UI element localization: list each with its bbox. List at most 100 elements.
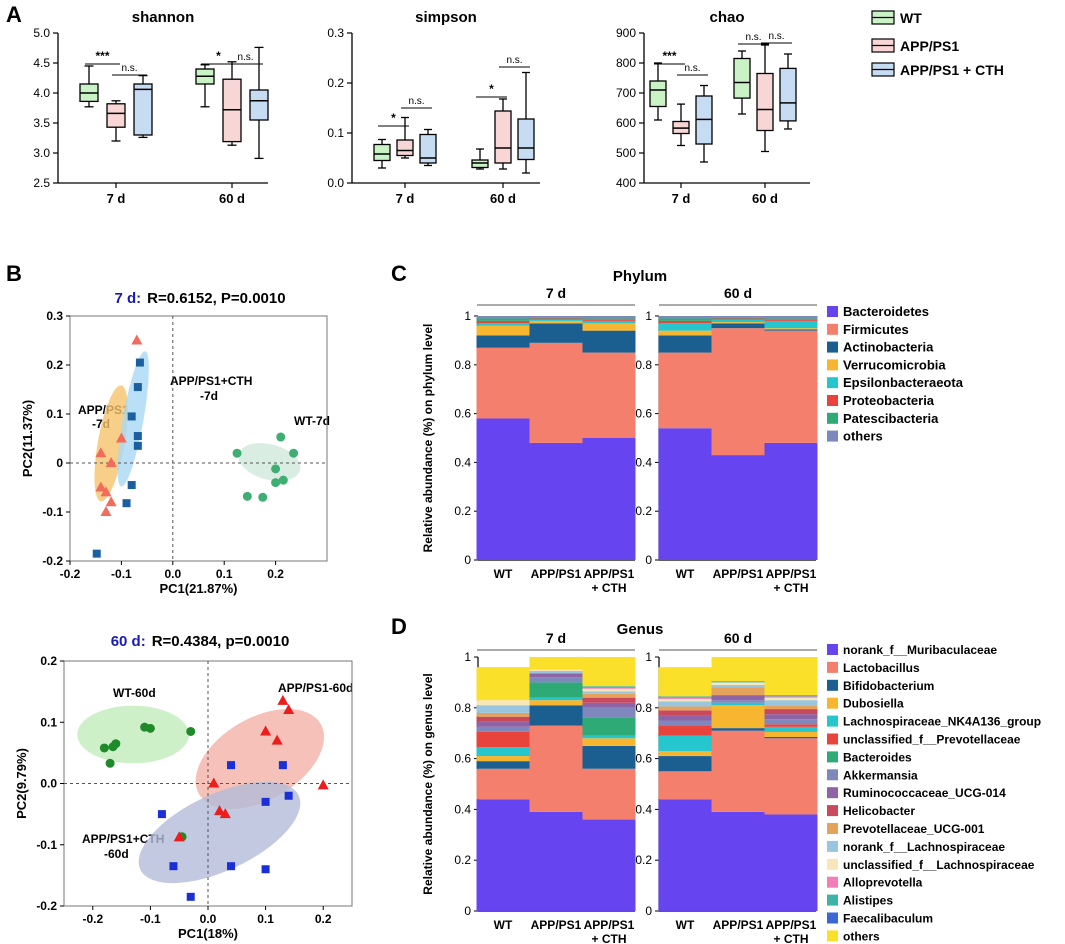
bar-segment-helicobacter [658, 710, 712, 716]
x-tick-label: + CTH [591, 932, 626, 944]
significance-label: n.s. [768, 31, 784, 42]
point-wt [278, 475, 288, 485]
point-appps1cth [135, 358, 144, 367]
x-tick-label: -0.2 [60, 567, 81, 581]
legend-swatch-bacteroides [827, 751, 838, 763]
bar-segment-patescibacteria [711, 317, 765, 319]
y-tick-label: 2.5 [33, 176, 50, 190]
bar-60d-appps1cth [764, 316, 818, 560]
y-tick-label: 400 [616, 176, 636, 190]
legend-label: Actinobacteria [843, 340, 934, 355]
legend-label: Prevotellaceae_UCG-001 [843, 822, 985, 836]
bar-segment-epsilonbacteraeota [711, 319, 765, 323]
legend-label: Verrucomicrobia [843, 357, 946, 372]
box-iqr [494, 110, 512, 164]
bar-segment-unclassified-f-prevotellaceae [658, 725, 712, 736]
legend-label: unclassified_f__Prevotellaceae [843, 733, 1021, 747]
y-tick-label: 1 [645, 309, 652, 323]
legend-swatch-epsilonbacteraeota [827, 377, 838, 389]
x-tick-label: 0.2 [315, 912, 332, 926]
legend-swatch-ruminococcaceae-ucg-014 [827, 787, 838, 799]
box-60d-appps1cth [249, 46, 269, 160]
pcoa-7d-label-cth-line1: APP/PS1+CTH [170, 374, 252, 388]
bar-segment-alloprevotella [658, 697, 712, 699]
x-tick-label: 60 d [752, 191, 778, 206]
bar-segment-bifidobacterium [658, 756, 712, 772]
significance-label: *** [662, 49, 676, 63]
box-7d-appps1 [106, 100, 126, 142]
bar-segment-actinobacteria [764, 329, 818, 331]
y-tick-label: 0.0 [40, 777, 57, 791]
x-tick-label: 0.0 [200, 912, 217, 926]
bar-7d-appps1cth [582, 657, 636, 911]
point-appps1cth [261, 865, 270, 874]
legend-swatch-verrucomicrobia [827, 359, 838, 371]
stacked-bar-genus: Relative abundance (%) on genus level 0 0.… [421, 630, 1041, 944]
bar-segment-norank-f-muribaculaceae [582, 819, 636, 911]
bar-segment-lactobacillus [529, 725, 583, 812]
point-appps1cth [133, 383, 142, 392]
box-7d-appps1cth [133, 74, 153, 139]
bar-segment-norank-f-muribaculaceae [476, 799, 530, 911]
point-appps1 [105, 496, 117, 507]
bar-segment-epsilonbacteraeota [764, 320, 818, 329]
point-appps1 [219, 808, 231, 819]
bar-segment-norank-f-lachnospiraceae [658, 701, 712, 707]
phylum-title: Phylum [613, 268, 667, 285]
bar-segment-dubosiella [582, 738, 636, 746]
bar-segment-patescibacteria [476, 318, 530, 321]
y-tick-label: 0.2 [327, 76, 344, 90]
box-60d-appps1 [756, 44, 774, 153]
legend-swatch-others [827, 930, 838, 942]
point-appps1cth [122, 499, 131, 508]
x-tick-label: APP/PS1 [584, 918, 635, 932]
y-tick-label: 0 [464, 553, 471, 567]
bar-segment-others [764, 316, 818, 319]
bar-segment-others [582, 657, 636, 687]
legend-label: Patescibacteria [843, 411, 939, 426]
legend-label: Alloprevotella [843, 876, 923, 890]
legend-swatch-unclassified-f-lachnospiraceae [827, 858, 838, 870]
x-tick-label: 60 d [490, 191, 516, 206]
box-60d-appps1cth [517, 71, 535, 174]
significance-label: n.s. [745, 32, 761, 43]
boxplot-title: shannon [132, 9, 195, 26]
y-tick-label: 600 [616, 116, 636, 130]
bar-segment-proteobacteria [476, 320, 530, 324]
bar-segment-helicobacter [582, 697, 636, 703]
legend-label: others [843, 929, 880, 943]
bar-segment-unclassified-f-prevotellaceae [476, 731, 530, 748]
y-tick-label: 0.8 [635, 358, 652, 372]
y-tick-label: 1 [464, 309, 471, 323]
legend-swatch-helicobacter [827, 805, 838, 817]
legend-label: Bacteroidetes [843, 304, 929, 319]
point-appps1cth [186, 892, 195, 901]
legend-swatch-others [827, 430, 838, 442]
point-appps1cth [127, 412, 136, 421]
bar-segment-others [476, 667, 530, 701]
bar-segment-epsilonbacteraeota [582, 320, 636, 324]
box-iqr [249, 89, 269, 121]
y-tick-label: 0.2 [46, 358, 63, 372]
box-iqr [106, 103, 126, 128]
box-iqr [373, 143, 391, 162]
y-tick-label: 0.2 [635, 853, 652, 867]
y-tick-label: 500 [616, 146, 636, 160]
x-tick-label: -0.1 [111, 567, 132, 581]
bar-segment-dubosiella [529, 700, 583, 706]
bar-segment-dubosiella [711, 705, 765, 729]
bar-7d-appps1cth [582, 316, 636, 560]
bar-segment-firmicutes [582, 352, 636, 438]
bar-segment-bacteroidetes [529, 442, 583, 560]
y-tick-label: 800 [616, 56, 636, 70]
box-iqr [133, 83, 153, 136]
bar-segment-actinobacteria [529, 323, 583, 343]
y-tick-label: 5.0 [33, 26, 50, 40]
pcoa-60d-label-wt: WT-60d [113, 686, 156, 700]
bar-segment-others [529, 316, 583, 318]
bar-segment-others [529, 657, 583, 670]
pcoa-60d-title-stats: R=0.4384, p=0.0010 [152, 633, 290, 650]
bar-segment-verrucomicrobia [529, 320, 583, 324]
y-tick-label: 700 [616, 86, 636, 100]
